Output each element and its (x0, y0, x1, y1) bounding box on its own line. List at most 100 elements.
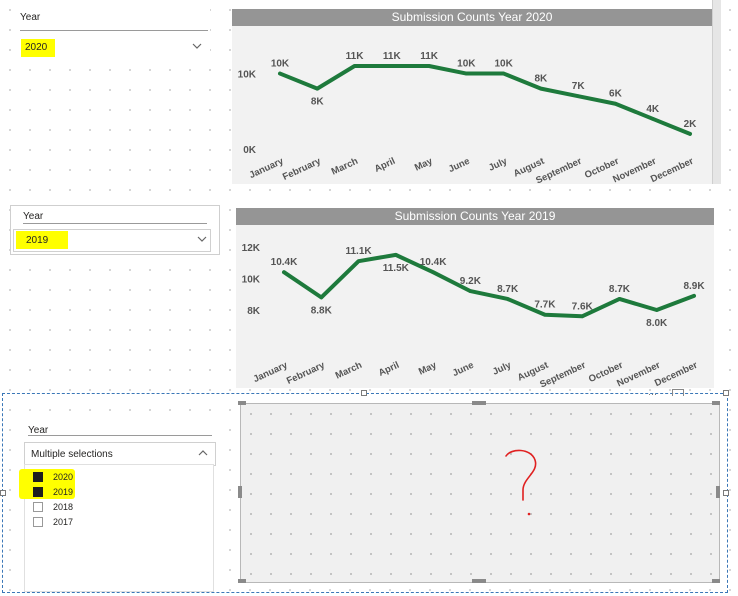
year-dropdown-multi[interactable]: Multiple selections (24, 442, 216, 466)
data-label: 10.4K (420, 257, 447, 268)
y-tick-label: 12K (242, 243, 261, 254)
resize-handle-top-right[interactable] (712, 401, 720, 405)
group-handle-right[interactable] (723, 490, 729, 496)
checkbox[interactable] (33, 487, 43, 497)
chart-title: Submission Counts Year 2020 (232, 9, 712, 26)
year-dropdown-2019[interactable]: 2019 (13, 229, 211, 252)
checkbox[interactable] (33, 517, 43, 527)
slicer-title: Year (20, 12, 41, 23)
data-point (390, 64, 394, 68)
resize-handle-bottom[interactable] (472, 579, 486, 583)
data-label: 9.2K (460, 276, 482, 287)
data-label: 10K (457, 59, 476, 70)
x-category-label: May (413, 155, 435, 173)
data-label: 8K (535, 74, 549, 85)
data-label: 2K (684, 119, 698, 130)
data-label: 8.9K (683, 281, 705, 292)
group-handle-top[interactable] (361, 390, 367, 396)
data-label: 7.7K (534, 300, 556, 311)
data-point (650, 117, 655, 121)
resize-handle-left[interactable] (238, 486, 242, 498)
slicer-divider (23, 223, 207, 224)
year-dropdown-2020[interactable]: 2020 (18, 36, 210, 60)
x-category-label: July (491, 359, 514, 377)
data-label: 11.5K (383, 263, 410, 274)
data-label: 10.4K (271, 257, 298, 268)
option-2018[interactable]: 2018 (25, 501, 205, 515)
data-label: 8.7K (497, 284, 519, 295)
data-point (319, 295, 324, 300)
x-category-label: April (373, 156, 397, 175)
dropdown-value: 2020 (25, 42, 48, 53)
data-label: 10K (494, 59, 513, 70)
y-tick-label: 8K (247, 306, 261, 317)
x-category-label: April (377, 360, 401, 379)
chart-2020-plot: 0K 10K 10K January 8K February 11K March 11K Apri… (238, 51, 698, 184)
line-chart-2020: Submission Counts Year 2020 0K 10K 10K Janu… (232, 9, 712, 184)
option-label: 2017 (53, 517, 74, 527)
option-2020[interactable]: 2020 (25, 471, 205, 485)
series-line (278, 64, 692, 136)
more-options-icon[interactable]: ⋯ (648, 389, 657, 399)
data-point (278, 71, 282, 76)
data-point (427, 64, 431, 68)
x-category-label: June (447, 156, 472, 175)
resize-handle-right[interactable] (716, 486, 720, 498)
resize-handle-top[interactable] (472, 401, 486, 405)
data-point (654, 308, 659, 312)
data-point (580, 314, 584, 319)
y-tick-label: 10K (242, 275, 261, 286)
x-category-label: March (334, 360, 364, 382)
year-slicer-2019: Year 2019 (10, 205, 220, 255)
year-slicer-2020: Year 2020 (14, 8, 210, 60)
slicer-divider (20, 30, 208, 31)
year-options-list: 2020 2019 2018 2017 (19, 464, 214, 592)
empty-visual-placeholder[interactable] (240, 403, 720, 583)
x-category-label: February (281, 155, 323, 182)
data-point (282, 270, 286, 274)
data-point (394, 253, 398, 257)
data-point (539, 86, 543, 91)
selection-highlight (16, 231, 68, 249)
group-handle-left[interactable] (0, 490, 6, 496)
data-label: 8.0K (646, 318, 668, 329)
data-label: 4K (646, 104, 660, 115)
option-label: 2020 (53, 472, 74, 482)
dropdown-value: 2019 (26, 235, 49, 246)
data-label: 6K (609, 89, 623, 100)
chevron-up-icon (197, 447, 209, 461)
checkbox[interactable] (33, 502, 43, 512)
data-label: 11K (420, 51, 439, 62)
resize-handle-top-left[interactable] (238, 401, 246, 405)
data-point (688, 132, 692, 136)
checkbox[interactable] (33, 472, 43, 482)
option-2017[interactable]: 2017 (25, 516, 205, 530)
chart-2019-plot: 8K 10K 12K 10.4K January 8.8K February 11.1K Mar… (242, 243, 706, 388)
data-label: 11K (383, 51, 402, 62)
scrollbar[interactable] (712, 0, 721, 184)
focus-mode-icon[interactable] (672, 389, 684, 396)
x-category-label: December (649, 156, 696, 184)
data-point (617, 297, 622, 301)
x-category-label: February (285, 359, 327, 386)
x-category-label: June (451, 360, 476, 379)
x-category-label: March (330, 156, 360, 178)
series-line (282, 252, 696, 319)
selection-highlight (21, 39, 55, 57)
group-handle-top-right[interactable] (723, 390, 729, 396)
data-point (501, 71, 506, 76)
option-label: 2019 (53, 487, 74, 497)
data-point (613, 101, 618, 106)
option-label: 2018 (53, 502, 74, 512)
option-2019[interactable]: 2019 (25, 486, 205, 500)
data-label: 7K (572, 81, 586, 92)
x-category-label: January (248, 155, 286, 181)
resize-handle-bottom-right[interactable] (712, 579, 720, 583)
line-chart-2019: Submission Counts Year 2019 8K 10K 12K 10.4… (236, 208, 714, 388)
data-point (576, 94, 580, 98)
data-label: 7.6K (572, 301, 594, 312)
y-tick-label: 0K (243, 145, 257, 156)
slicer-title: Year (28, 425, 49, 436)
data-point (692, 294, 696, 298)
resize-handle-bottom-left[interactable] (238, 579, 246, 583)
